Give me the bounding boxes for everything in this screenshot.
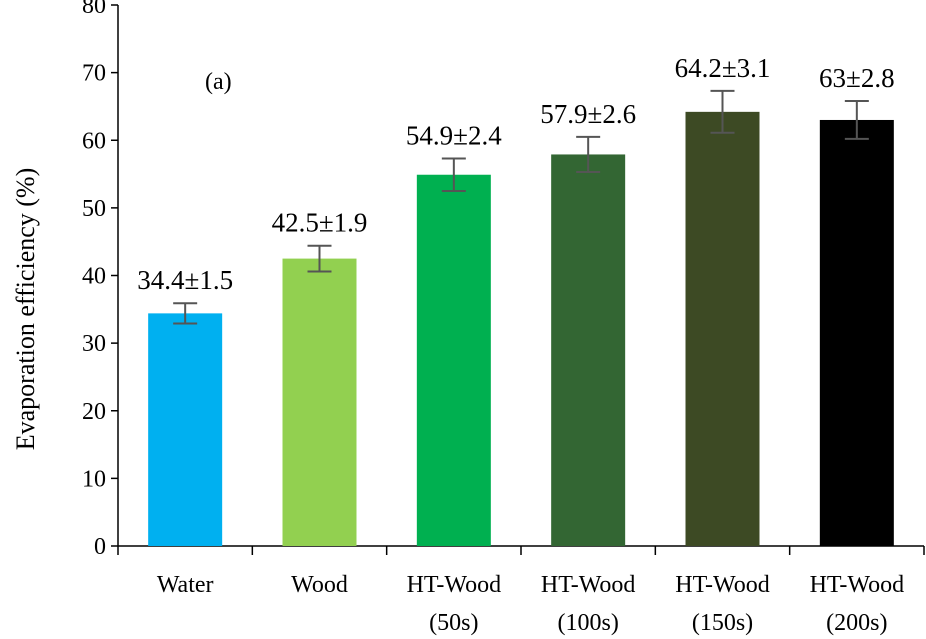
y-tick-label: 10 <box>82 466 106 492</box>
y-tick-label: 60 <box>82 128 106 154</box>
data-label: 63±2.8 <box>819 63 895 93</box>
category-label: HT-Wood <box>675 572 770 598</box>
y-tick-label: 40 <box>82 264 106 290</box>
bar <box>148 313 223 546</box>
x-axis <box>117 545 925 555</box>
y-axis: 0 10 20 30 40 50 60 70 80 <box>82 0 119 560</box>
category-labels: Water Wood HT-Wood (50s) HT-Wood (100s) HT-Woo… <box>157 572 904 636</box>
category-label: (200s) <box>826 610 887 636</box>
data-label: 42.5±1.9 <box>272 208 368 238</box>
data-label: 54.9±2.4 <box>406 121 502 151</box>
y-tick-label: 30 <box>82 331 106 357</box>
bars <box>148 111 894 547</box>
error-bars <box>173 89 869 325</box>
bar <box>416 174 491 546</box>
bar <box>819 119 894 547</box>
category-label: HT-Wood <box>407 572 502 598</box>
y-tick-label: 70 <box>82 61 106 87</box>
category-label: (50s) <box>429 610 478 636</box>
data-label: 64.2±3.1 <box>675 53 771 83</box>
category-label: Water <box>157 572 214 598</box>
data-label: 34.4±1.5 <box>137 265 233 295</box>
y-tick-label: 80 <box>82 0 106 19</box>
bar <box>282 258 357 546</box>
category-label: (100s) <box>558 610 619 636</box>
category-label: HT-Wood <box>810 572 905 598</box>
bar <box>685 111 760 546</box>
panel-label: (a) <box>205 69 232 95</box>
category-label: Wood <box>291 572 348 598</box>
y-tick-label: 20 <box>82 399 106 425</box>
bar <box>551 154 626 547</box>
y-tick-label: 0 <box>94 534 106 560</box>
y-tick-label: 50 <box>82 196 106 222</box>
category-label: HT-Wood <box>541 572 636 598</box>
y-axis-title: Evaporation efficiency (%) <box>11 168 40 451</box>
data-labels: 34.4±1.5 42.5±1.9 54.9±2.4 57.9±2.6 64.2±3.1… <box>137 53 894 295</box>
data-label: 57.9±2.6 <box>540 99 636 129</box>
category-label: (150s) <box>692 610 753 636</box>
